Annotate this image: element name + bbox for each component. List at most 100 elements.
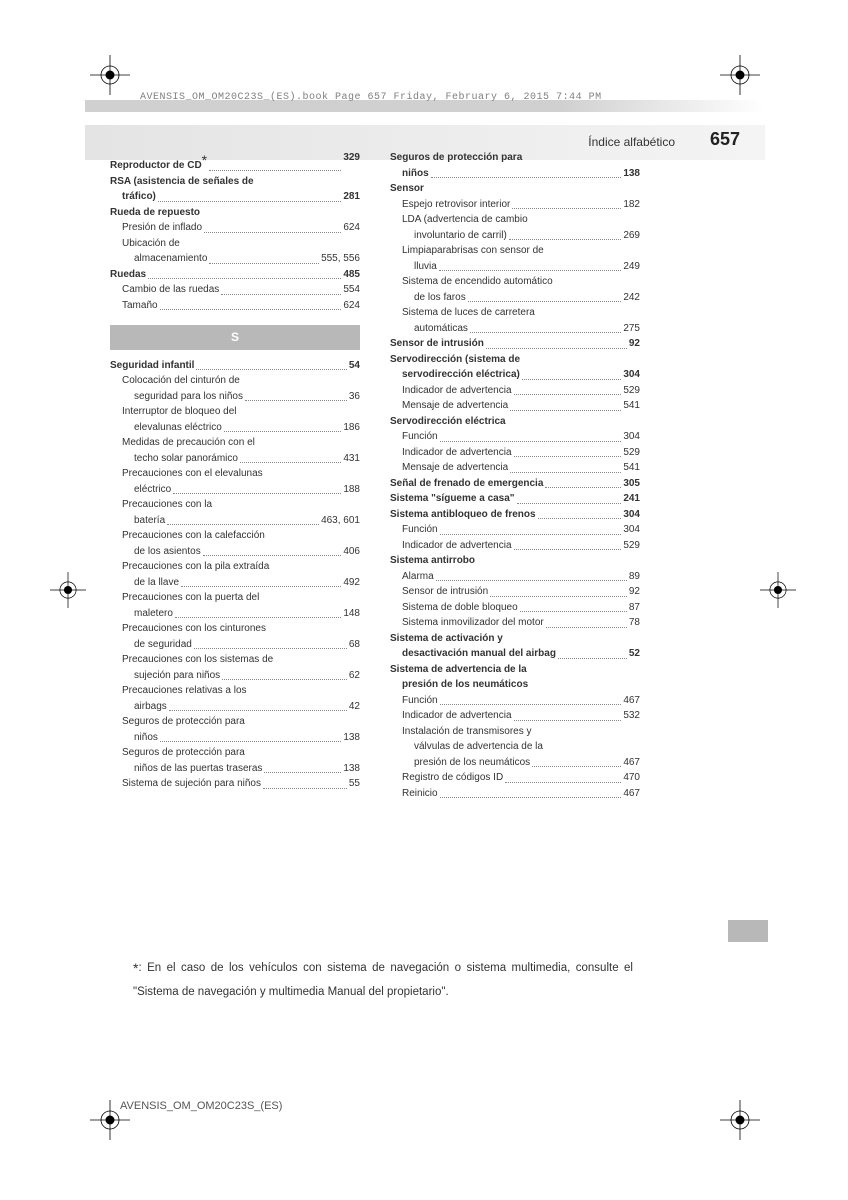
index-entry-label: airbags xyxy=(134,699,167,715)
index-entry-label: Señal de frenado de emergencia xyxy=(390,476,543,492)
index-entry-label: Sensor xyxy=(390,181,424,197)
index-entry-label: Sistema antibloqueo de frenos xyxy=(390,507,536,523)
index-entry-label: Precauciones con la xyxy=(122,497,212,513)
index-entry: Mensaje de advertencia541 xyxy=(390,460,640,476)
index-entry-page: 87 xyxy=(629,600,640,616)
print-footer-id: AVENSIS_OM_OM20C23S_(ES) xyxy=(120,1100,282,1112)
index-entry-label: Cambio de las ruedas xyxy=(122,282,219,298)
index-entry: de la llave 492 xyxy=(110,575,360,591)
index-entry: automáticas275 xyxy=(390,321,640,337)
index-entry: lluvia249 xyxy=(390,259,640,275)
index-entry: Presión de inflado624 xyxy=(110,220,360,236)
index-entry: tráfico) 281 xyxy=(110,189,360,205)
section-title: Índice alfabético xyxy=(588,135,675,149)
index-entry: Servodirección eléctrica xyxy=(390,414,640,430)
index-entry-page: 304 xyxy=(623,367,640,383)
index-entry: Ubicación de xyxy=(110,236,360,252)
index-entry: Seguros de protección para xyxy=(110,745,360,761)
index-entry-label: Seguros de protección para xyxy=(122,745,245,761)
index-entry: Sistema de doble bloqueo87 xyxy=(390,600,640,616)
index-entry-label: Sistema de encendido automático xyxy=(402,274,553,290)
index-entry-page: 467 xyxy=(623,693,640,709)
index-entry-label: Presión de inflado xyxy=(122,220,202,236)
index-entry-label: Reinicio xyxy=(402,786,438,802)
index-entry: Sensor de intrusión92 xyxy=(390,336,640,352)
index-entry-page: 492 xyxy=(343,575,360,591)
index-entry-page: 242 xyxy=(623,290,640,306)
index-entry-label: Precauciones con el elevalunas xyxy=(122,466,263,482)
index-entry-page: 92 xyxy=(629,336,640,352)
section-letter-header: S xyxy=(110,325,360,350)
footnote-text: : En el caso de los vehículos con sistem… xyxy=(133,962,633,998)
index-entry-label: Reproductor de CD* xyxy=(110,150,207,174)
index-entry-page: 406 xyxy=(343,544,360,560)
index-entry: Sistema de luces de carretera xyxy=(390,305,640,321)
index-entry-page: 431 xyxy=(343,451,360,467)
index-entry-page: 304 xyxy=(623,429,640,445)
index-entry-label: presión de los neumáticos xyxy=(414,755,530,771)
index-entry-label: automáticas xyxy=(414,321,468,337)
index-entry-page: 148 xyxy=(343,606,360,622)
index-entry: LDA (advertencia de cambio xyxy=(390,212,640,228)
index-entry: Precauciones con la xyxy=(110,497,360,513)
index-entry-label: presión de los neumáticos xyxy=(402,677,528,693)
index-entry: Medidas de precaución con el xyxy=(110,435,360,451)
index-entry-page: 470 xyxy=(623,770,640,786)
index-entry-page: 529 xyxy=(623,383,640,399)
index-entry-label: Sistema de advertencia de la xyxy=(390,662,527,678)
index-entry-label: de la llave xyxy=(134,575,179,591)
index-entry-label: LDA (advertencia de cambio xyxy=(402,212,528,228)
index-entry: Función467 xyxy=(390,693,640,709)
index-entry-page: 36 xyxy=(349,389,360,405)
index-entry: Sistema "sígueme a casa"241 xyxy=(390,491,640,507)
index-entry-label: Ruedas xyxy=(110,267,146,283)
index-entry: Sistema de advertencia de la xyxy=(390,662,640,678)
index-entry: Limpiaparabrisas con sensor de xyxy=(390,243,640,259)
index-entry-label: eléctrico xyxy=(134,482,171,498)
index-entry: Espejo retrovisor interior182 xyxy=(390,197,640,213)
index-entry-label: niños xyxy=(402,166,429,182)
index-entry-page: 42 xyxy=(349,699,360,715)
index-entry: Precauciones relativas a los xyxy=(110,683,360,699)
index-column-right: Seguros de protección paraniños138Sensor… xyxy=(390,150,640,801)
index-entry-label: Sistema de sujeción para niños xyxy=(122,776,261,792)
index-entry-label: RSA (asistencia de señales de xyxy=(110,174,254,190)
index-entry-page: 467 xyxy=(623,786,640,802)
index-entry: Señal de frenado de emergencia305 xyxy=(390,476,640,492)
index-entry-page: 78 xyxy=(629,615,640,631)
index-entry-label: tráfico) xyxy=(122,189,156,205)
index-entry-page: 241 xyxy=(623,491,640,507)
index-entry: Cambio de las ruedas554 xyxy=(110,282,360,298)
index-entry: Precauciones con el elevalunas xyxy=(110,466,360,482)
thumb-tab xyxy=(728,920,768,942)
index-entry: Ruedas485 xyxy=(110,267,360,283)
index-entry: niños138 xyxy=(110,730,360,746)
index-entry-label: Función xyxy=(402,429,438,445)
index-entry-page: 529 xyxy=(623,445,640,461)
index-entry: Precauciones con los sistemas de xyxy=(110,652,360,668)
index-entry-label: batería xyxy=(134,513,165,529)
index-entry-label: Limpiaparabrisas con sensor de xyxy=(402,243,544,259)
index-entry: Precauciones con los cinturones xyxy=(110,621,360,637)
index-entry-page: 329 xyxy=(343,150,360,174)
index-entry-page: 624 xyxy=(343,298,360,314)
index-entry-label: Mensaje de advertencia xyxy=(402,398,508,414)
index-entry: niños de las puertas traseras138 xyxy=(110,761,360,777)
index-entry-page: 138 xyxy=(343,761,360,777)
index-entry-page: 555, 556 xyxy=(321,251,360,267)
index-entry-page: 304 xyxy=(623,507,640,523)
index-entry: Sistema de sujeción para niños55 xyxy=(110,776,360,792)
index-entry: Instalación de transmisores y xyxy=(390,724,640,740)
index-entry-page: 89 xyxy=(629,569,640,585)
footnote: *: En el caso de los vehículos con siste… xyxy=(133,955,633,1003)
index-entry-label: Seguridad infantil xyxy=(110,358,194,374)
index-entry: Precauciones con la puerta del xyxy=(110,590,360,606)
index-entry-label: Indicador de advertencia xyxy=(402,538,512,554)
index-entry: Precauciones con la calefacción xyxy=(110,528,360,544)
index-entry-page: 281 xyxy=(343,189,360,205)
index-entry-page: 249 xyxy=(623,259,640,275)
index-entry: Indicador de advertencia529 xyxy=(390,445,640,461)
index-entry-label: Seguros de protección para xyxy=(390,150,522,166)
index-entry: de seguridad68 xyxy=(110,637,360,653)
index-entry: Reinicio 467 xyxy=(390,786,640,802)
